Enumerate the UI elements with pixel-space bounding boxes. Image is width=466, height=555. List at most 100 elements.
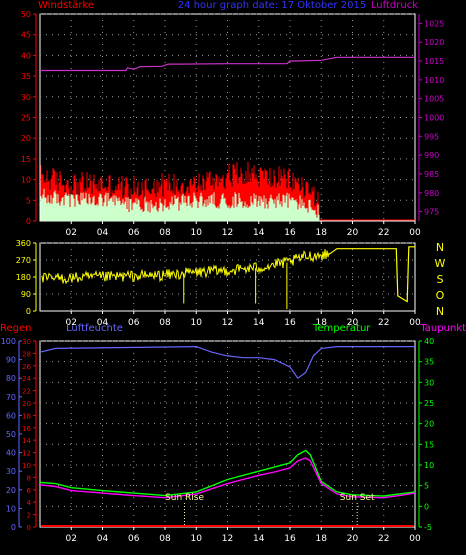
rain-y-tick-label: 12 — [22, 450, 31, 458]
pressure-y-tick-label: 990 — [424, 151, 439, 160]
temperature-y-tick-label: 5 — [424, 482, 429, 491]
pressure-y-tick-label: 980 — [424, 189, 439, 198]
temp-panel-x-tick-label: 18 — [316, 534, 328, 544]
humidity-y-tick-label: 60 — [6, 411, 16, 420]
temp-panel-x-tick-label: 22 — [378, 534, 389, 544]
compass-label: W — [435, 257, 446, 270]
humidity-y-tick-label: 90 — [6, 356, 16, 365]
temp-panel-x-tick-label: 14 — [253, 534, 265, 544]
wind-y-tick-label: 25 — [21, 114, 31, 123]
pressure-y-tick-label: 1025 — [424, 19, 444, 28]
direction-panel-x-tick-label: 04 — [97, 318, 109, 328]
pressure-axis-label: Luftdruck — [371, 0, 418, 11]
wind-y-tick-label: 15 — [21, 155, 31, 164]
rain-y-tick-label: 16 — [22, 425, 31, 433]
wind-y-tick-label: 40 — [21, 51, 31, 60]
rain-y-tick-label: 4 — [27, 499, 32, 507]
rain-y-tick-label: 10 — [22, 462, 31, 470]
wind-y-tick-label: 30 — [21, 93, 31, 102]
pressure-y-tick-label: 985 — [424, 170, 439, 179]
direction-y-tick-label: 270 — [16, 256, 31, 265]
rain-y-tick-label: 18 — [22, 412, 31, 420]
direction-y-tick-label: 180 — [16, 273, 31, 282]
humidity-y-tick-label: 80 — [6, 374, 16, 383]
humidity-y-tick-label: 40 — [6, 449, 16, 458]
temperature-y-tick-label: 40 — [424, 337, 434, 346]
wind-y-tick-label: 45 — [21, 31, 31, 40]
rain-y-tick-label: 28 — [22, 350, 31, 358]
humidity-y-tick-label: 20 — [6, 486, 16, 495]
wind-y-tick-label: 5 — [26, 196, 31, 205]
temp-panel-x-tick-label: 00 — [409, 534, 421, 544]
pressure-y-tick-label: 975 — [424, 208, 439, 217]
pressure-y-tick-label: 1010 — [424, 76, 444, 85]
wind-y-tick-label: 10 — [21, 176, 31, 185]
temp-panel-x-tick-label: 16 — [284, 534, 296, 544]
rain-y-tick-label: 6 — [27, 487, 32, 495]
rain-y-tick-label: 26 — [22, 363, 31, 371]
temperature-y-tick-label: -5 — [424, 523, 432, 532]
temp-panel-x-tick-label: 20 — [347, 534, 359, 544]
wind-y-tick-label: 20 — [21, 134, 31, 143]
rain-y-tick-label: 14 — [22, 437, 31, 445]
wind-axis-label: Windstärke — [38, 0, 94, 11]
temperature-y-tick-label: 25 — [424, 399, 434, 408]
temp-panel-x-tick-label: 04 — [97, 534, 109, 544]
sun-rise-label: Sun Rise — [165, 493, 204, 503]
compass-label: N — [436, 241, 444, 254]
rain-axis-label: Regen — [0, 323, 32, 334]
pressure-y-tick-label: 1020 — [424, 38, 444, 47]
wind-panel-x-tick-label: 16 — [284, 228, 296, 238]
temp-panel-x-tick-label: 10 — [191, 534, 203, 544]
wind-panel-x-tick-label: 10 — [191, 228, 203, 238]
humidity-y-tick-label: 10 — [6, 504, 16, 513]
rain-y-tick-label: 0 — [27, 524, 31, 532]
pressure-y-tick-label: 995 — [424, 132, 439, 141]
humidity-y-tick-label: 70 — [6, 393, 16, 402]
direction-panel-x-tick-label: 06 — [128, 318, 140, 328]
temperature-y-tick-label: 30 — [424, 378, 434, 387]
direction-panel-x-tick-label: 02 — [66, 318, 77, 328]
direction-panel-x-tick-label: 08 — [159, 318, 171, 328]
temperature-y-tick-label: 15 — [424, 440, 434, 449]
humidity-y-tick-label: 30 — [6, 467, 16, 476]
rain-y-tick-label: 24 — [22, 375, 31, 383]
wind-panel-x-tick-label: 08 — [159, 228, 171, 238]
direction-y-tick-label: 90 — [21, 290, 31, 299]
pressure-y-tick-label: 1015 — [424, 57, 444, 66]
pressure-y-tick-label: 1005 — [424, 95, 444, 104]
rain-y-tick-label: 30 — [22, 338, 31, 346]
rain-y-tick-label: 2 — [27, 512, 31, 520]
humidity-line — [39, 345, 415, 380]
wind-bars — [40, 188, 320, 221]
pressure-line — [40, 56, 415, 72]
temp-panel-x-tick-label: 02 — [66, 534, 77, 544]
direction-line — [41, 249, 330, 285]
rain-y-tick-label: 20 — [22, 400, 31, 408]
dewpoint-axis-label: Taupunkt — [419, 323, 466, 334]
wind-panel-x-tick-label: 04 — [97, 228, 109, 238]
temperature-y-tick-label: 20 — [424, 420, 434, 429]
wind-panel-x-tick-label: 12 — [222, 228, 233, 238]
humidity-y-tick-label: 50 — [6, 430, 16, 439]
direction-panel-x-tick-label: 12 — [222, 318, 233, 328]
direction-panel-x-tick-label: 18 — [316, 318, 328, 328]
direction-panel-x-tick-label: 14 — [253, 318, 265, 328]
wind-panel-x-tick-label: 18 — [316, 228, 328, 238]
direction-panel-x-tick-label: 20 — [347, 318, 359, 328]
humidity-y-tick-label: 100 — [1, 337, 16, 346]
wind-y-tick-label: 35 — [21, 72, 31, 81]
wind-y-tick-label: 0 — [26, 217, 31, 226]
pressure-y-tick-label: 1000 — [424, 114, 444, 123]
temperature-axis-label: Temperatur — [312, 323, 371, 334]
compass-label: N — [436, 305, 444, 318]
wind-panel: 02 04 06 08 10 12 14 16 18 20 22 00 Windstärke 24 hou… — [21, 0, 445, 238]
compass-label: S — [437, 273, 444, 286]
wind-panel-x-tick-label: 14 — [253, 228, 265, 238]
direction-panel-x-tick-label: 10 — [191, 318, 203, 328]
compass-label: O — [436, 289, 445, 302]
sun-set-label: Sun Set — [340, 493, 375, 503]
dewpoint-line — [39, 457, 416, 499]
wind-panel-x-tick-label: 02 — [66, 228, 77, 238]
